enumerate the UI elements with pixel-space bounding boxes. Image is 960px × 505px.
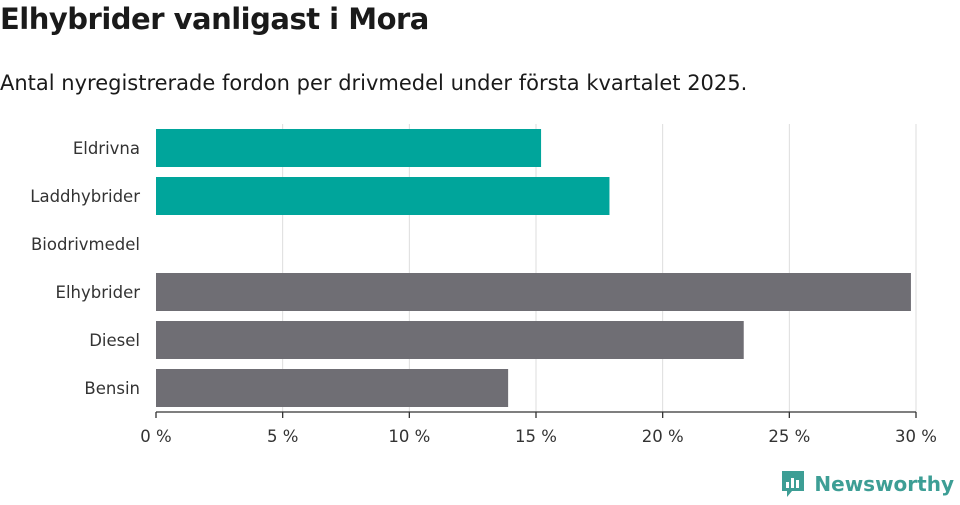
bar-eldrivna: [156, 129, 542, 167]
brand-name: Newsworthy: [814, 472, 954, 496]
chart-title: Elhybrider vanligast i Mora: [0, 2, 429, 36]
category-label: Elhybrider: [56, 283, 141, 302]
x-tick-label: 25 %: [768, 427, 810, 446]
x-tick-label: 20 %: [642, 427, 684, 446]
bar-laddhybrider: [156, 177, 610, 215]
bar-elhybrider: [156, 273, 911, 311]
category-label: Biodrivmedel: [31, 235, 140, 254]
category-label: Bensin: [84, 379, 140, 398]
newsworthy-brand: Newsworthy: [780, 469, 954, 499]
x-tick-label: 15 %: [515, 427, 557, 446]
newsworthy-logo-icon: [782, 471, 805, 497]
chart-subtitle: Antal nyregistrerade fordon per drivmede…: [0, 71, 748, 95]
category-label: Eldrivna: [73, 139, 140, 158]
bar-diesel: [156, 321, 744, 359]
x-tick-label: 30 %: [895, 427, 937, 446]
x-tick-label: 0 %: [140, 427, 171, 446]
bar-bensin: [156, 369, 509, 407]
bar-chart: Eldrivna Laddhybrider Biodrivmedel Elhybrid…: [30, 124, 937, 446]
x-tick-label: 10 %: [388, 427, 430, 446]
category-label: Laddhybrider: [30, 187, 140, 206]
x-tick-label: 5 %: [267, 427, 298, 446]
category-label: Diesel: [89, 331, 140, 350]
